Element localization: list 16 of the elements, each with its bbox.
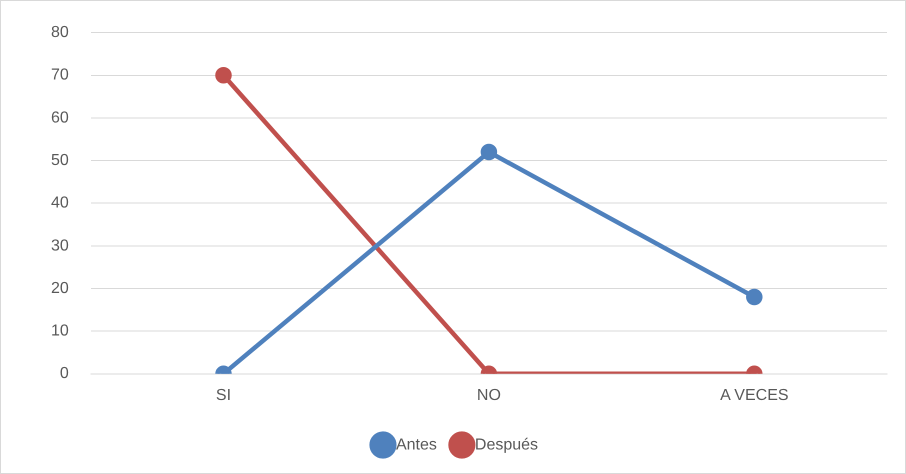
y-tick-label: 60 [51, 109, 69, 126]
y-tick-label: 30 [51, 237, 69, 254]
y-tick-label: 10 [51, 322, 69, 340]
x-tick-label: A VECES [720, 386, 789, 404]
y-tick-label: 50 [51, 152, 69, 169]
legend-label: Después [474, 436, 538, 454]
y-tick-label: 40 [51, 194, 69, 212]
y-tick-label: 70 [51, 66, 69, 84]
legend-label: Antes [396, 436, 437, 454]
x-tick-label: SI [216, 386, 232, 404]
x-tick-label: NO [476, 386, 501, 404]
point [480, 144, 498, 160]
point [215, 67, 232, 84]
y-tick-label: 20 [51, 280, 69, 297]
y-tick-label: 80 [51, 24, 69, 42]
y-tick-label: 0 [60, 365, 69, 382]
